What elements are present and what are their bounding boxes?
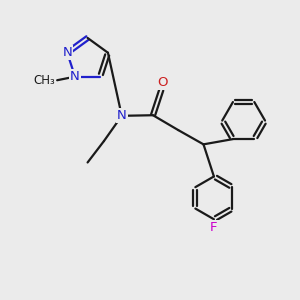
- Text: O: O: [158, 76, 168, 89]
- Text: N: N: [70, 70, 80, 83]
- Text: CH₃: CH₃: [33, 74, 55, 87]
- Text: F: F: [210, 221, 218, 234]
- Text: N: N: [117, 109, 127, 122]
- Text: N: N: [62, 46, 72, 59]
